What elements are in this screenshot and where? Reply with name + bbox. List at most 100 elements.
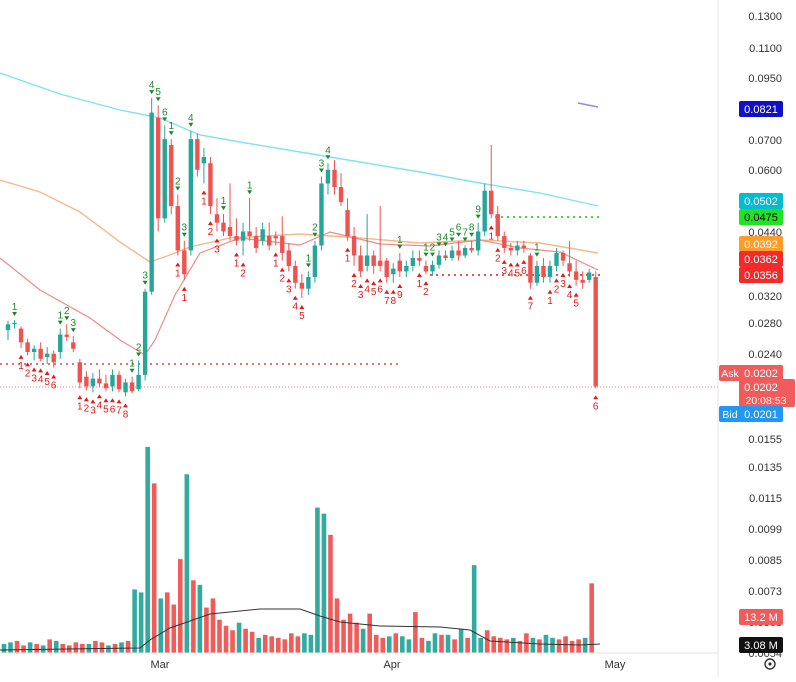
volume-bar — [191, 580, 196, 653]
candle-body — [25, 342, 30, 353]
volume-bar — [354, 622, 359, 653]
td-seq-up-label: 6 — [456, 223, 462, 234]
volume-bar — [243, 628, 248, 653]
td-seq-up-marker — [175, 186, 181, 191]
td-seq-down-label: 6 — [521, 266, 527, 277]
td-seq-down-label: 5 — [573, 299, 579, 310]
td-seq-down-marker — [181, 286, 187, 291]
candle-body — [90, 378, 96, 387]
y-tick-label: 0.0073 — [748, 586, 782, 598]
candle-body — [319, 183, 324, 246]
volume-bar — [439, 634, 444, 653]
td-seq-up-marker — [64, 316, 70, 321]
candle-body — [397, 260, 402, 272]
td-seq-up-label: 1 — [12, 302, 18, 313]
candle-body — [221, 222, 226, 232]
volume-bar — [478, 637, 483, 653]
td-seq-up-marker — [436, 242, 442, 247]
candle-body — [253, 236, 259, 248]
candle-body — [521, 245, 527, 248]
td-seq-down-marker — [423, 281, 429, 286]
td-seq-up-marker — [247, 190, 253, 195]
volume-bar — [576, 639, 581, 653]
candle-body — [116, 374, 122, 390]
td-seq-down-label: 6 — [110, 404, 116, 415]
volume-bar — [471, 565, 477, 653]
y-tick-label: 0.1300 — [748, 11, 782, 23]
candle-body — [593, 276, 598, 387]
volume-bar — [432, 633, 438, 653]
td-seq-down-label: 2 — [554, 284, 560, 295]
volume-bar — [445, 634, 451, 653]
td-seq-down-marker — [175, 262, 181, 267]
candle-body — [378, 260, 383, 266]
red-level-badge: 0.0356 — [744, 270, 778, 282]
volume-bar — [178, 559, 183, 653]
td-seq-up-marker — [142, 280, 148, 285]
td-seq-down-marker — [83, 397, 89, 402]
volume-bar — [289, 633, 294, 653]
candle-body — [293, 265, 298, 283]
ema-cyan-badge-bg — [739, 193, 783, 209]
candle-body — [12, 322, 17, 325]
ema-cyan-badge: 0.0502 — [744, 196, 778, 208]
candle-body — [162, 139, 167, 219]
volume-bar — [262, 634, 268, 653]
td-seq-down-marker — [201, 190, 207, 195]
candle-body — [469, 247, 474, 251]
td-seq-down-marker — [593, 395, 599, 400]
volume-bar — [589, 583, 594, 653]
td-seq-up-label: 1 — [423, 243, 429, 254]
settings-button[interactable] — [764, 658, 776, 670]
td-seq-up-marker — [475, 214, 481, 219]
volume-bar — [302, 633, 307, 653]
td-seq-down-marker — [116, 399, 122, 404]
candle-body — [18, 328, 24, 343]
volume-bar — [256, 637, 261, 653]
bid-price-badge-bg — [739, 406, 783, 422]
candle-body — [51, 353, 56, 363]
x-tick-label: May — [605, 659, 626, 671]
volume-bar — [158, 598, 164, 653]
td-seq-up-marker — [305, 263, 311, 268]
td-seq-up-marker — [462, 237, 468, 242]
volume-bar — [426, 640, 431, 653]
td-seq-down-marker — [547, 289, 553, 294]
td-seq-down-label: 3 — [501, 266, 507, 277]
candle-body — [247, 231, 252, 237]
candle-body — [528, 255, 533, 283]
candle-body — [338, 187, 344, 203]
y-tick-label: 0.0600 — [748, 165, 782, 177]
td-seq-up-label: 4 — [188, 113, 194, 124]
td-seq-down-marker — [234, 252, 240, 257]
td-seq-up-label: 3 — [436, 232, 442, 243]
y-tick-label: 0.0135 — [748, 462, 782, 474]
candle-body — [169, 144, 174, 207]
td-seq-up-label: 9 — [475, 205, 481, 216]
td-seq-down-label: 9 — [397, 290, 403, 301]
volume-bar — [93, 640, 98, 653]
volume-bar — [138, 592, 144, 653]
td-seq-up-marker — [456, 232, 462, 237]
volume-bar — [458, 628, 464, 653]
volume-bar — [27, 642, 33, 653]
td-seq-down-marker — [416, 272, 422, 277]
candle-body — [462, 247, 468, 256]
td-seq-down-label: 1 — [547, 296, 553, 307]
moving-averages — [0, 72, 599, 356]
td-seq-down-marker — [299, 304, 305, 309]
td-seq-down-label: 1 — [18, 361, 24, 372]
volume-bar — [373, 634, 379, 653]
candle-body — [136, 374, 141, 390]
candle-body — [182, 250, 187, 275]
td-seq-down-label: 6 — [593, 401, 599, 412]
td-seq-down-marker — [273, 252, 279, 257]
volume-bar — [347, 613, 353, 653]
volume-bar — [386, 636, 392, 653]
td-seq-down-marker — [397, 283, 403, 288]
volume-bar — [569, 640, 575, 653]
candle-body — [38, 348, 43, 359]
volume-last-badge: 13.2 M — [744, 612, 778, 624]
